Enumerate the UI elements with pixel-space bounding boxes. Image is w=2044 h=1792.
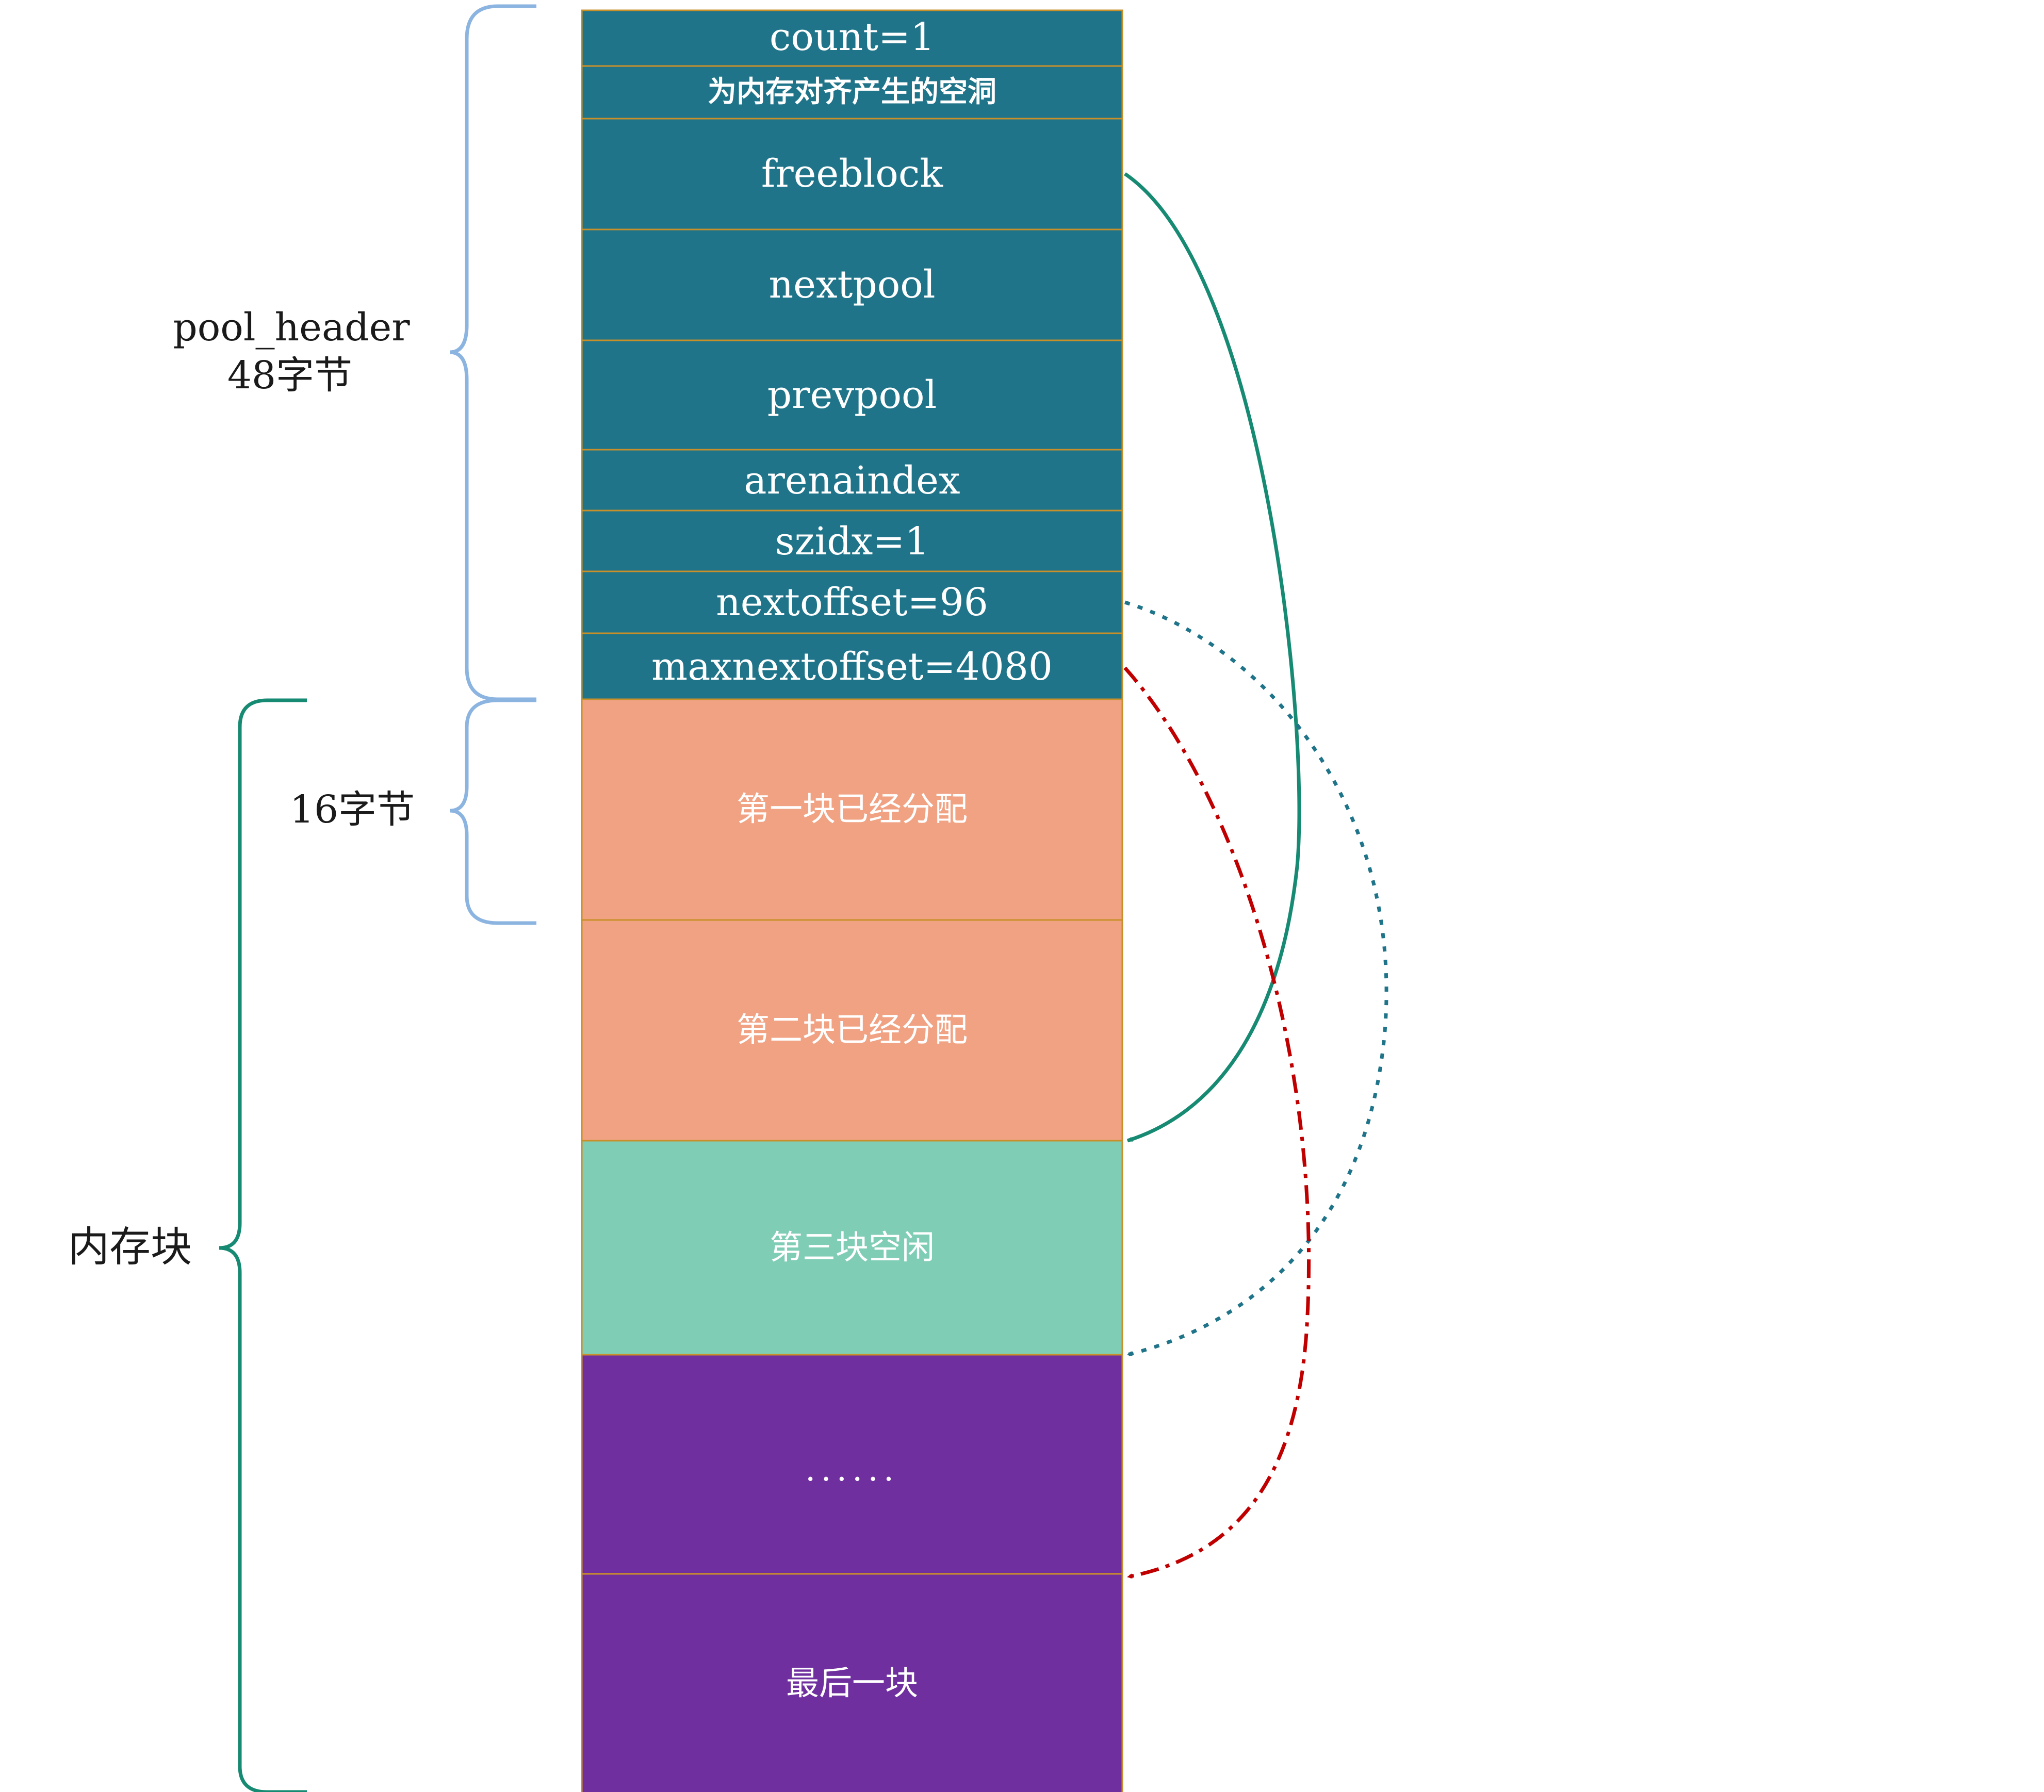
block-ellipsis: ......: [581, 1354, 1123, 1575]
pool-header-size-label: 48字节: [227, 353, 352, 398]
field-alignment-padding-label: 为内存对齐产生的空洞: [708, 75, 996, 109]
freeblock-arrow: [1124, 172, 1301, 1143]
block-last: 最后一块: [581, 1573, 1123, 1792]
block-size-bracket: 16字节: [290, 698, 536, 925]
field-nextoffset: nextoffset=96: [581, 570, 1123, 634]
field-freeblock: freeblock: [581, 118, 1123, 231]
block-last-label: 最后一块: [786, 1665, 918, 1703]
block-third-free: 第三块空闲: [581, 1140, 1123, 1356]
block-first-allocated: 第一块已经分配: [581, 698, 1123, 921]
block-size-label: 16字节: [290, 787, 415, 832]
block-third-free-label: 第三块空闲: [770, 1229, 935, 1267]
field-nextpool: nextpool: [581, 228, 1123, 341]
field-prevpool: prevpool: [581, 339, 1123, 451]
memory-area-bracket: 内存块: [68, 698, 307, 1792]
pool-header-fields: count=1 为内存对齐产生的空洞 freeblock nextpool pr…: [581, 9, 1123, 700]
maxnextoffset-arrow: [1123, 666, 1311, 1579]
memory-area-label: 内存块: [68, 1223, 192, 1271]
nextoffset-arrow: [1124, 600, 1388, 1357]
pool-header-label: pool_header: [173, 305, 410, 350]
field-nextpool-label: nextpool: [768, 262, 935, 307]
block-ellipsis-label: ......: [805, 1451, 899, 1489]
field-arenaindex-label: arenaindex: [744, 458, 960, 503]
block-first-allocated-label: 第一块已经分配: [737, 791, 968, 829]
field-szidx: szidx=1: [581, 509, 1123, 572]
pointer-arrows: [1123, 172, 1388, 1579]
memory-blocks: 第一块已经分配 第二块已经分配 第三块空闲 ...... 最后一块: [581, 698, 1123, 1792]
block-second-allocated-label: 第二块已经分配: [737, 1011, 968, 1049]
pool-header-bracket: pool_header 48字节: [173, 4, 536, 701]
field-freeblock-label: freeblock: [761, 152, 943, 196]
field-nextoffset-label: nextoffset=96: [716, 580, 988, 624]
field-maxnextoffset: maxnextoffset=4080: [581, 632, 1123, 700]
block-second-allocated: 第二块已经分配: [581, 919, 1123, 1142]
field-maxnextoffset-label: maxnextoffset=4080: [651, 645, 1053, 689]
field-szidx-label: szidx=1: [775, 519, 929, 564]
field-alignment-padding: 为内存对齐产生的空洞: [581, 65, 1123, 120]
field-count: count=1: [581, 9, 1123, 67]
field-arenaindex: arenaindex: [581, 449, 1123, 512]
field-prevpool-label: prevpool: [767, 373, 937, 417]
field-count-label: count=1: [770, 15, 935, 59]
